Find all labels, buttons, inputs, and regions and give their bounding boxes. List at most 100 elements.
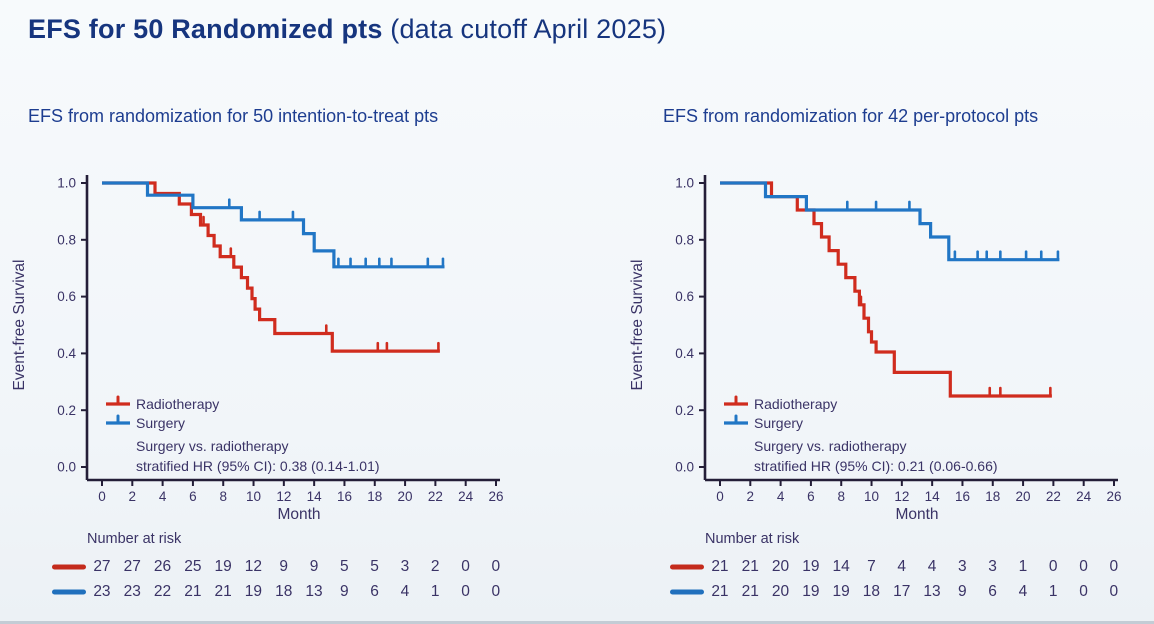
series-surgery-curve (102, 181, 445, 269)
risk-count: 9 (340, 583, 349, 601)
x-tick-label: 20 (1016, 489, 1031, 504)
series-surgery-curve (720, 181, 1060, 262)
legend-hr-value: stratified HR (95% CI): 0.38 (0.14-1.01) (136, 458, 380, 474)
x-tick-label: 6 (807, 489, 815, 504)
y-tick-label: 0.0 (675, 460, 694, 475)
risk-count: 5 (370, 557, 379, 575)
risk-count: 0 (1079, 557, 1088, 575)
legend-hr-value: stratified HR (95% CI): 0.21 (0.06-0.66) (754, 458, 998, 474)
y-tick-label: 0.2 (675, 403, 694, 418)
risk-row-surgery: 23 23 22 21 21 19 18 13 9 6 4 1 0 0 (51, 580, 580, 606)
risk-count: 4 (897, 557, 907, 575)
x-axis-title: Month (895, 506, 938, 523)
risk-count: 1 (430, 583, 440, 601)
risk-count: 13 (305, 583, 323, 601)
km-chart-itt: 0 2 4 6 8 10 12 14 16 18 20 22 24 26Month0.00.20.40.6… (11, 175, 504, 523)
y-tick-label: 0.8 (675, 232, 694, 247)
y-tick-label: 0.6 (57, 289, 76, 304)
legend-surgery-label: Surgery (136, 415, 185, 431)
risk-count: 9 (279, 557, 289, 575)
risk-row-radiotherapy: 27 27 26 25 19 12 9 9 5 5 3 2 0 0 (51, 554, 580, 580)
x-tick-label: 10 (246, 489, 261, 504)
y-tick-label: 0.0 (57, 460, 76, 475)
x-tick-label: 6 (189, 489, 197, 504)
km-chart-pp: 0 2 4 6 8 10 12 14 16 18 20 22 24 26Month0.00.20.40.6… (629, 175, 1122, 523)
x-axis-title: Month (277, 506, 320, 523)
risk-count: 0 (1109, 557, 1119, 575)
risk-count: 18 (275, 583, 293, 601)
risk-count: 21 (214, 583, 232, 601)
risk-count: 17 (893, 583, 911, 601)
x-tick-label: 14 (925, 489, 941, 504)
y-tick-label: 1.0 (675, 176, 694, 191)
y-axis-title: Event-free Survival (629, 260, 646, 391)
x-tick-label: 0 (716, 489, 724, 504)
risk-count: 0 (461, 557, 470, 575)
risk-count: 9 (958, 583, 967, 601)
page-title-suffix: (data cutoff April 2025) (382, 14, 667, 44)
x-tick-label: 12 (276, 489, 291, 504)
y-tick-label: 0.4 (57, 346, 76, 361)
risk-count: 26 (153, 557, 172, 575)
x-tick-label: 18 (985, 489, 1000, 504)
risk-count: 19 (244, 583, 263, 601)
risk-count: 3 (988, 557, 997, 575)
risk-count: 7 (867, 557, 876, 575)
risk-count: 21 (741, 557, 759, 575)
risk-count: 4 (1018, 583, 1028, 601)
risk-table-label: Number at risk (87, 531, 182, 547)
x-tick-label: 8 (219, 489, 227, 504)
y-axis-title: Event-free Survival (11, 260, 28, 391)
risk-count: 5 (340, 557, 349, 575)
risk-table-itt: Number at risk 27 27 26 25 19 12 9 9 5 5 3 2 0 0 23 23 2… (0, 531, 580, 605)
risk-count: 0 (1109, 583, 1119, 601)
x-tick-label: 22 (1046, 489, 1061, 504)
risk-count: 19 (802, 583, 820, 601)
risk-count: 25 (184, 557, 202, 575)
x-tick-label: 2 (747, 489, 755, 504)
risk-count: 0 (491, 583, 501, 601)
x-tick-label: 24 (458, 489, 474, 504)
risk-count: 2 (430, 557, 440, 575)
risk-count: 3 (400, 557, 410, 575)
risk-row-surgery: 21 21 20 19 19 18 17 13 9 6 4 1 0 0 (669, 580, 1154, 606)
x-tick-label: 16 (337, 489, 352, 504)
risk-swatch-radiotherapy (669, 564, 704, 570)
risk-count: 27 (123, 557, 141, 575)
legend-surgery-label: Surgery (754, 415, 803, 431)
x-tick-label: 20 (398, 489, 413, 504)
risk-count: 19 (214, 557, 232, 575)
risk-count: 12 (244, 557, 263, 575)
risk-count: 19 (802, 557, 820, 575)
risk-row-radiotherapy: 21 21 20 19 14 7 4 4 3 3 1 0 0 0 (669, 554, 1154, 580)
risk-count: 6 (988, 583, 997, 601)
series-radiotherapy-curve (720, 181, 1052, 398)
risk-count: 22 (153, 583, 172, 601)
risk-count: 4 (400, 583, 410, 601)
x-tick-label: 4 (159, 489, 167, 504)
risk-count: 21 (184, 583, 202, 601)
risk-count: 0 (491, 557, 501, 575)
risk-count: 23 (123, 583, 141, 601)
risk-count: 27 (93, 557, 111, 575)
risk-count: 18 (862, 583, 881, 601)
risk-count: 14 (832, 557, 850, 575)
x-tick-label: 10 (864, 489, 879, 504)
risk-count: 6 (370, 583, 379, 601)
y-tick-label: 1.0 (57, 176, 76, 191)
risk-count: 23 (93, 583, 111, 601)
risk-count: 0 (461, 583, 470, 601)
risk-count: 20 (771, 557, 790, 575)
risk-table-label: Number at risk (705, 531, 800, 547)
panel-itt: EFS from randomization for 50 intention-… (0, 106, 580, 605)
x-tick-label: 24 (1076, 489, 1092, 504)
risk-count: 13 (923, 583, 941, 601)
risk-count: 20 (771, 583, 790, 601)
x-tick-label: 0 (98, 489, 106, 504)
risk-swatch-surgery (669, 589, 704, 595)
risk-table-pp: Number at risk 21 21 20 19 14 7 4 4 3 3 1 0 0 0 21 21 20… (618, 531, 1154, 605)
x-tick-label: 26 (488, 489, 503, 504)
page-title: EFS for 50 Randomized pts (data cutoff A… (28, 14, 666, 45)
x-tick-label: 18 (367, 489, 382, 504)
y-tick-label: 0.6 (675, 289, 694, 304)
